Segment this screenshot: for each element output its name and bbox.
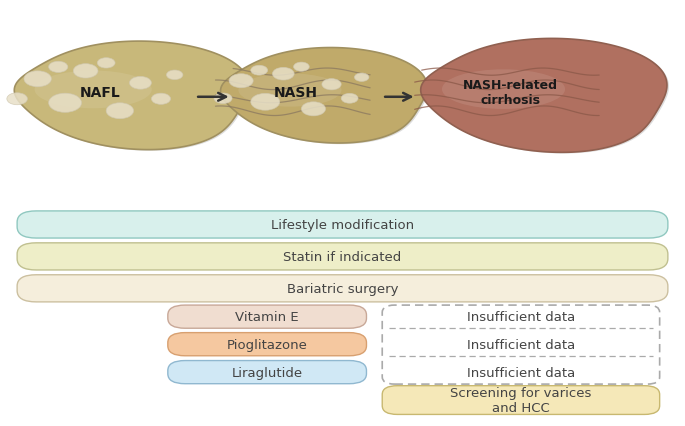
Circle shape (49, 62, 68, 73)
FancyBboxPatch shape (17, 275, 668, 302)
Text: Insufficient data: Insufficient data (466, 338, 575, 351)
Circle shape (301, 103, 325, 117)
Polygon shape (14, 42, 249, 150)
Circle shape (229, 75, 253, 89)
Circle shape (7, 94, 27, 106)
Circle shape (151, 94, 171, 105)
Polygon shape (221, 49, 427, 144)
Polygon shape (16, 43, 251, 151)
Ellipse shape (442, 70, 565, 109)
Text: Bariatric surgery: Bariatric surgery (287, 282, 398, 295)
Circle shape (166, 71, 183, 81)
Text: NAFL: NAFL (79, 86, 120, 100)
Circle shape (73, 64, 98, 79)
FancyBboxPatch shape (168, 361, 366, 384)
Circle shape (251, 66, 268, 76)
Text: NASH: NASH (274, 86, 318, 100)
FancyBboxPatch shape (382, 386, 660, 414)
Circle shape (97, 58, 115, 69)
Text: Insufficient data: Insufficient data (466, 366, 575, 379)
Circle shape (106, 104, 134, 119)
Polygon shape (223, 49, 429, 145)
FancyBboxPatch shape (17, 243, 668, 271)
Polygon shape (421, 39, 667, 153)
Circle shape (129, 77, 151, 90)
Text: NASH-related
cirrhosis: NASH-related cirrhosis (463, 79, 558, 106)
Ellipse shape (35, 72, 152, 109)
Circle shape (273, 68, 294, 81)
FancyBboxPatch shape (17, 211, 668, 239)
Polygon shape (423, 40, 669, 154)
Text: Insufficient data: Insufficient data (466, 311, 575, 323)
Text: Liraglutide: Liraglutide (232, 366, 303, 379)
Text: Statin if indicated: Statin if indicated (284, 250, 401, 263)
FancyBboxPatch shape (168, 333, 366, 356)
Circle shape (322, 79, 341, 91)
Circle shape (341, 94, 358, 104)
FancyBboxPatch shape (382, 305, 660, 384)
Circle shape (354, 74, 369, 82)
Text: Pioglitazone: Pioglitazone (227, 338, 308, 351)
Text: Vitamin E: Vitamin E (236, 311, 299, 323)
Circle shape (294, 63, 309, 72)
Circle shape (49, 94, 82, 113)
Circle shape (24, 72, 51, 88)
Circle shape (251, 94, 279, 111)
Text: Screening for varices
and HCC: Screening for varices and HCC (450, 386, 592, 414)
Ellipse shape (238, 74, 342, 107)
Text: Lifestyle modification: Lifestyle modification (271, 219, 414, 231)
FancyBboxPatch shape (168, 305, 366, 328)
Circle shape (214, 94, 232, 104)
